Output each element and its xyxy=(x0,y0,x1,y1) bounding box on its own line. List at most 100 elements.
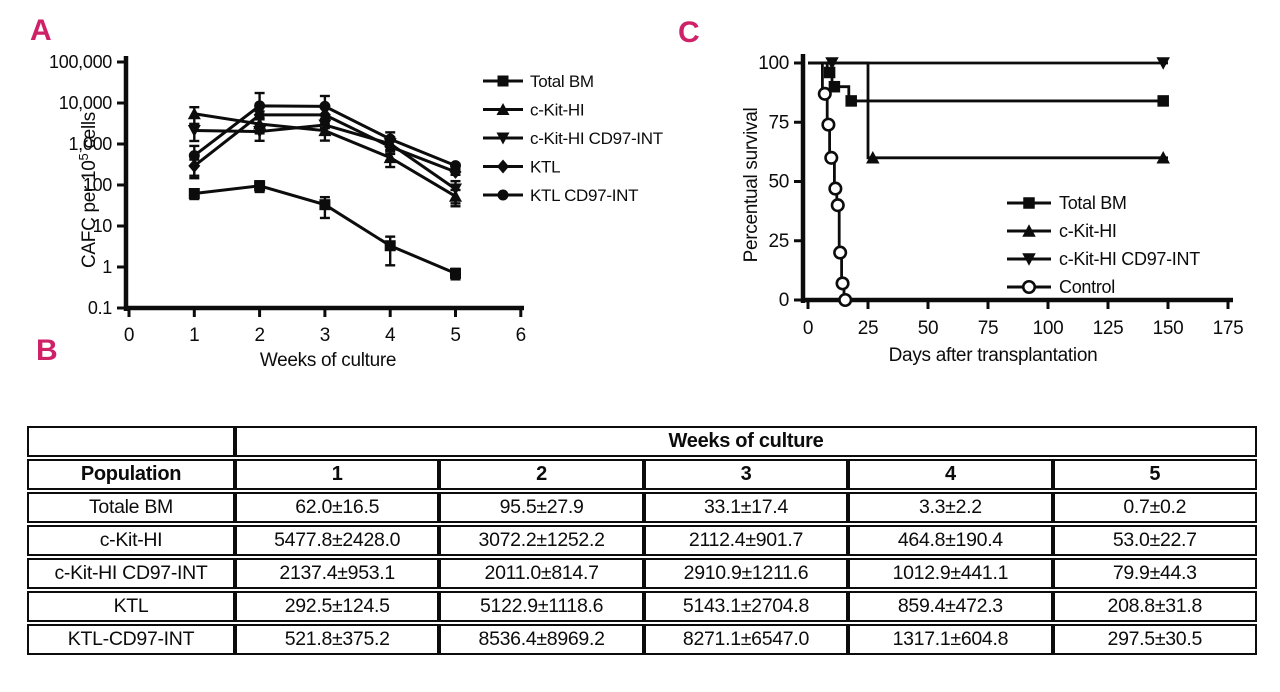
week-col-header-3: 3 xyxy=(643,459,849,490)
a-marker-triangle-up xyxy=(449,189,462,202)
c-marker-square xyxy=(1157,95,1169,107)
panel-label-b: B xyxy=(36,334,58,367)
value-cell: 5122.9±1118.6 xyxy=(439,591,644,622)
a-x-tick-label: 0 xyxy=(124,325,134,346)
week-col-header-4: 4 xyxy=(848,459,1053,490)
c-marker-circle xyxy=(838,292,853,308)
a-legend-label: KTL CD97-INT xyxy=(530,186,638,205)
value-cell: 0.7±0.2 xyxy=(1052,492,1257,523)
c-marker-square xyxy=(823,66,836,79)
value-cell: 2910.9±1211.6 xyxy=(643,558,849,589)
c-legend-label: c-Kit-HI CD97-INT xyxy=(1059,249,1200,269)
a-marker-diamond xyxy=(253,107,266,122)
population-cell: KTL xyxy=(27,591,235,622)
table-row: KTL 292.5±124.5 5122.9±1118.6 5143.1±2704.8… xyxy=(27,591,1257,622)
a-legend-label: KTL xyxy=(530,158,560,177)
value-cell: 208.8±31.8 xyxy=(1052,591,1257,622)
a-y-tick-label: 10 xyxy=(93,216,113,236)
population-cell: Totale BM xyxy=(27,492,235,523)
a-marker-triangle-up xyxy=(187,107,201,120)
c-legend-label: Total BM xyxy=(1059,193,1127,213)
population-cell: c-Kit-HI xyxy=(27,525,235,556)
a-x-tick-label: 5 xyxy=(450,325,460,346)
table-row: KTL-CD97-INT 521.8±375.2 8536.4±8969.2 8271… xyxy=(27,624,1257,655)
value-cell: 1317.1±604.8 xyxy=(848,624,1053,655)
a-legend-marker-triangle-up xyxy=(496,103,510,115)
a-x-tick-label: 4 xyxy=(385,325,396,346)
c-legend-marker-triangle-up xyxy=(1022,224,1036,237)
a-y-axis-title: CAFC per 105 cells xyxy=(76,112,100,268)
a-y-tick-label: 100,000 xyxy=(49,52,112,72)
c-marker-circle xyxy=(828,181,843,196)
population-cell: c-Kit-HI CD97-INT xyxy=(27,558,235,589)
cafc-data-table: Weeks of culture Population 1 2 3 4 5 To… xyxy=(27,424,1257,657)
value-cell: 521.8±375.2 xyxy=(235,624,440,655)
c-y-axis-title: Percentual survival xyxy=(741,108,762,263)
a-marker-circle xyxy=(319,100,331,112)
a-x-axis-title: Weeks of culture xyxy=(260,350,396,371)
c-series-line-triangle-up xyxy=(808,61,1168,160)
c-y-tick-label: 75 xyxy=(768,112,789,133)
c-marker-circle xyxy=(821,117,836,132)
c-x-tick-label: 150 xyxy=(1153,318,1184,339)
c-legend-marker-triangle-down xyxy=(1022,253,1036,266)
c-y-tick-label: 0 xyxy=(779,290,789,311)
a-marker-triangle-down xyxy=(187,124,201,137)
c-marker-circle xyxy=(835,276,850,291)
c-x-axis-title: Days after transplantation xyxy=(889,345,1098,366)
c-marker-circle xyxy=(830,198,845,213)
a-marker-diamond xyxy=(188,158,201,173)
panel-label-a: A xyxy=(30,14,52,47)
a-y-tick-label: 100 xyxy=(83,175,112,195)
c-legend-marker-square xyxy=(1023,197,1035,209)
value-cell: 859.4±472.3 xyxy=(848,591,1053,622)
a-legend-marker-diamond xyxy=(497,159,509,174)
a-marker-square xyxy=(319,199,331,211)
table-row: c-Kit-HI 5477.8±2428.0 3072.2±1252.2 2112.4… xyxy=(27,525,1257,556)
a-marker-triangle-down xyxy=(318,119,332,132)
c-x-tick-label: 50 xyxy=(918,318,939,339)
value-cell: 292.5±124.5 xyxy=(235,591,440,622)
c-x-tick-label: 125 xyxy=(1093,318,1124,339)
a-y-tick-label: 1,000 xyxy=(68,134,112,154)
c-marker-triangle-down xyxy=(825,57,839,70)
value-cell: 5477.8±2428.0 xyxy=(235,525,440,556)
value-cell: 2011.0±814.7 xyxy=(439,558,644,589)
a-x-tick-label: 2 xyxy=(254,325,264,346)
c-y-tick-label: 50 xyxy=(768,172,789,193)
value-cell: 2137.4±953.1 xyxy=(235,558,440,589)
c-series-line-square xyxy=(808,61,1168,103)
value-cell: 33.1±17.4 xyxy=(643,492,849,523)
a-marker-square xyxy=(188,188,200,200)
a-x-tick-label: 6 xyxy=(516,325,526,346)
a-x-tick-label: 1 xyxy=(189,325,199,346)
group-header-row: Weeks of culture xyxy=(27,426,1257,457)
c-legend-marker-circle xyxy=(1021,279,1037,295)
a-legend-marker-triangle-down xyxy=(496,132,510,145)
c-marker-triangle-down xyxy=(1156,57,1170,70)
weeks-group-header: Weeks of culture xyxy=(235,426,1257,457)
a-marker-diamond xyxy=(318,107,331,122)
a-legend-label: c-Kit-HI xyxy=(530,101,584,120)
a-marker-triangle-up xyxy=(383,151,397,164)
c-x-tick-label: 100 xyxy=(1033,318,1064,339)
c-marker-circle xyxy=(824,150,839,165)
value-cell: 53.0±22.7 xyxy=(1052,525,1257,556)
population-header: Population xyxy=(27,459,235,490)
c-legend-label: c-Kit-HI xyxy=(1059,221,1117,241)
c-marker-square xyxy=(845,95,857,107)
c-x-tick-label: 175 xyxy=(1213,318,1244,339)
c-marker-square xyxy=(828,80,841,93)
week-col-header-5: 5 xyxy=(1052,459,1257,490)
a-marker-circle xyxy=(384,133,396,145)
table-row: c-Kit-HI CD97-INT 2137.4±953.1 2011.0±814.… xyxy=(27,558,1257,589)
a-y-tick-label: 0.1 xyxy=(88,298,112,318)
a-legend-marker-circle xyxy=(497,189,509,201)
a-y-tick-label: 1 xyxy=(102,257,112,277)
value-cell: 3072.2±1252.2 xyxy=(439,525,644,556)
a-legend-label: Total BM xyxy=(530,72,594,91)
week-col-header-2: 2 xyxy=(439,459,644,490)
value-cell: 79.9±44.3 xyxy=(1052,558,1257,589)
value-cell: 2112.4±901.7 xyxy=(643,525,849,556)
